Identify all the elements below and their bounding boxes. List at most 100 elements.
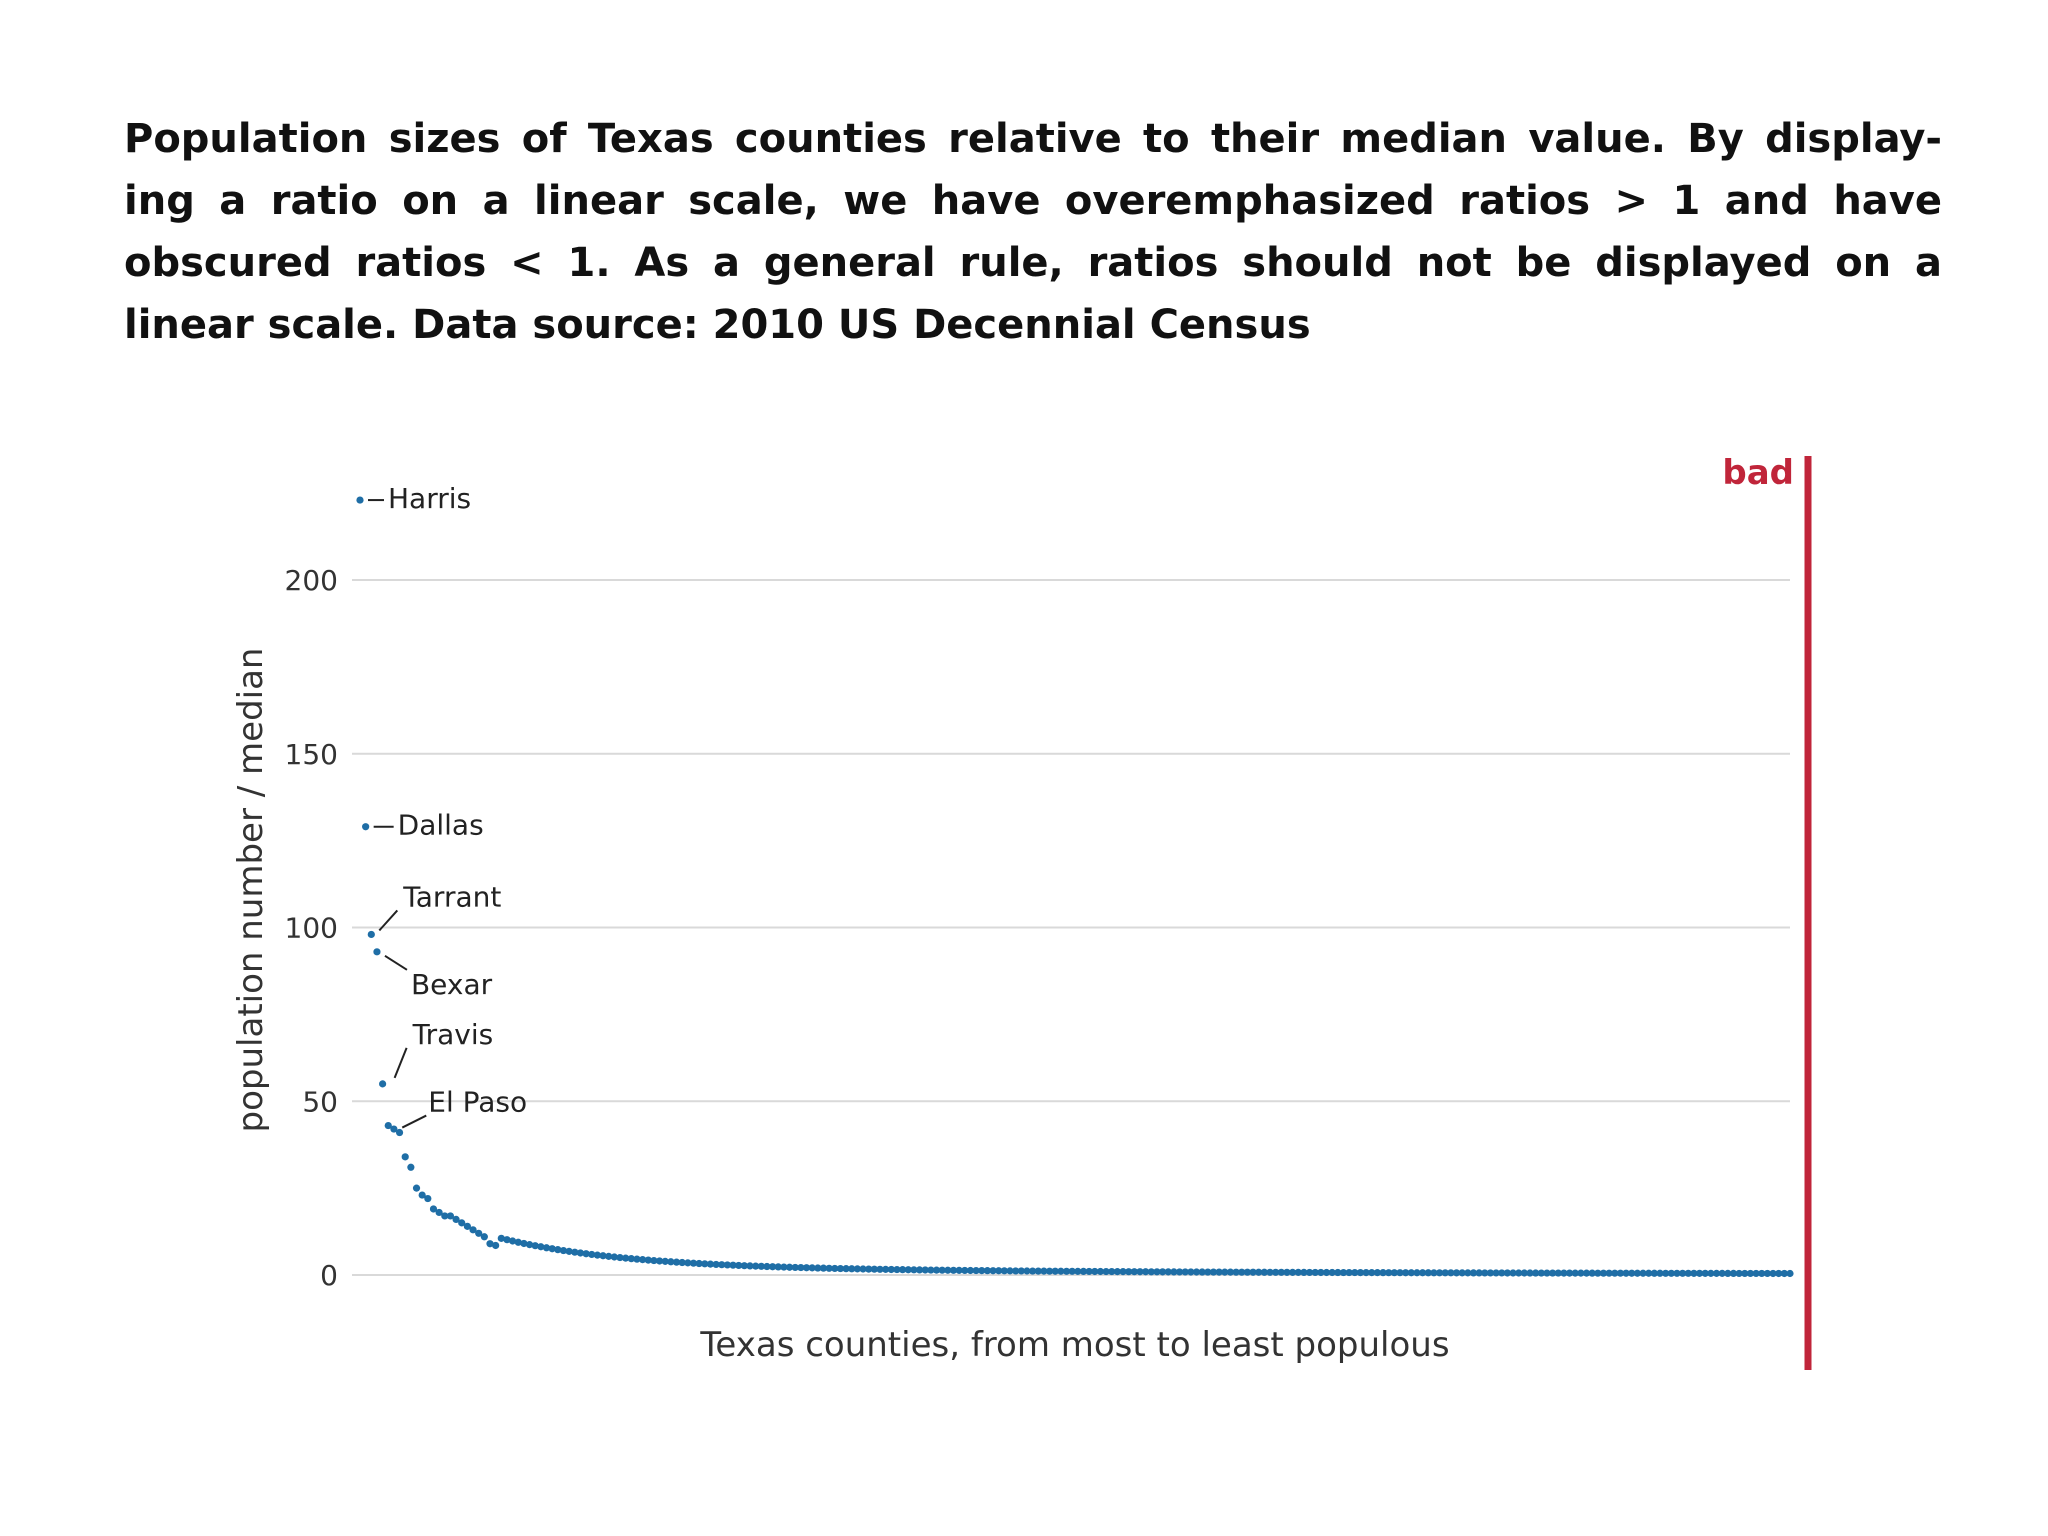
data-point: [1729, 1269, 1738, 1278]
data-point: [503, 1236, 511, 1244]
data-point: [542, 1244, 551, 1252]
data-point: [1492, 1269, 1500, 1277]
data-point: [1040, 1267, 1048, 1275]
data-point: [678, 1258, 686, 1267]
data-point: [1102, 1267, 1110, 1276]
data-point: [774, 1263, 782, 1271]
data-point: [1356, 1268, 1365, 1277]
data-point: [1475, 1269, 1483, 1277]
data-point: [1701, 1269, 1709, 1277]
data-point: [1317, 1268, 1325, 1277]
data-point: [1509, 1269, 1517, 1277]
data-point: [989, 1267, 997, 1275]
data-point: [859, 1265, 867, 1273]
data-point: [1515, 1269, 1523, 1277]
data-point: [831, 1264, 839, 1273]
data-point: [565, 1247, 573, 1255]
data-point: [1305, 1268, 1314, 1277]
data-point: [1164, 1268, 1172, 1276]
data-point: [842, 1265, 850, 1273]
data-point: [1226, 1268, 1235, 1276]
data-point: [1622, 1269, 1630, 1277]
data-point: [1300, 1268, 1308, 1277]
data-point: [1351, 1268, 1359, 1277]
data-point: [1554, 1269, 1562, 1277]
data-point: [1435, 1269, 1444, 1277]
data-point: [435, 1208, 443, 1217]
data-point: [1673, 1269, 1681, 1277]
data-point: [1741, 1269, 1749, 1278]
data-point: [1458, 1269, 1466, 1277]
data-point: [1769, 1269, 1777, 1278]
data-point: [893, 1265, 901, 1274]
data-point: [966, 1266, 975, 1275]
data-point: [1068, 1267, 1076, 1275]
data-point: [356, 496, 364, 504]
data-point: [1249, 1268, 1257, 1276]
data-point: [797, 1263, 805, 1272]
data-point: [395, 1128, 404, 1137]
data-point: [746, 1262, 754, 1270]
data-point: [1136, 1268, 1144, 1276]
data-point: [429, 1205, 438, 1213]
annotation-label-tarrant: Tarrant: [402, 880, 501, 913]
grid-lines: [352, 579, 1790, 1276]
data-point: [785, 1263, 794, 1271]
data-point: [554, 1246, 562, 1254]
data-point: [1503, 1269, 1511, 1277]
data-point: [610, 1253, 618, 1261]
data-point: [695, 1259, 703, 1268]
data-point: [1486, 1269, 1495, 1277]
data-point: [1379, 1269, 1387, 1277]
data-point: [1786, 1269, 1794, 1278]
annotation-leader: [384, 954, 408, 971]
data-point: [961, 1266, 969, 1275]
data-point: [684, 1259, 692, 1267]
data-point: [1012, 1267, 1020, 1275]
data-point: [1345, 1268, 1353, 1277]
data-point: [367, 930, 375, 939]
data-point: [1707, 1269, 1715, 1277]
data-point: [1526, 1269, 1534, 1277]
data-point: [814, 1264, 822, 1272]
data-point: [1780, 1269, 1788, 1278]
data-point: [497, 1234, 505, 1242]
data-point: [706, 1260, 715, 1268]
data-point: [1057, 1267, 1065, 1275]
y-tick-label: 100: [285, 912, 338, 945]
data-point: [972, 1266, 980, 1275]
data-point: [802, 1264, 811, 1272]
data-point: [955, 1266, 963, 1274]
data-point: [1029, 1267, 1037, 1275]
data-point: [915, 1266, 924, 1274]
annotation-label-el-paso: El Paso: [428, 1086, 527, 1119]
data-point: [1074, 1267, 1082, 1275]
data-point: [452, 1215, 460, 1223]
data-point: [1051, 1267, 1059, 1275]
data-point: [407, 1163, 415, 1171]
data-point: [390, 1125, 398, 1133]
data-point: [1385, 1269, 1393, 1277]
data-point: [757, 1262, 765, 1270]
data-point: [1079, 1267, 1088, 1276]
data-point: [1662, 1269, 1670, 1277]
data-point: [644, 1256, 652, 1264]
data-point: [1628, 1269, 1636, 1277]
data-point: [1679, 1269, 1687, 1277]
data-point: [633, 1255, 641, 1263]
data-point: [819, 1264, 828, 1272]
data-point: [1407, 1269, 1415, 1277]
data-point: [1594, 1269, 1602, 1277]
data-point: [379, 1080, 387, 1088]
data-point: [876, 1265, 884, 1273]
data-point: [362, 823, 370, 831]
figure-caption: Population sizes of Texas counties relat…: [124, 116, 1942, 348]
data-point: [1441, 1269, 1449, 1277]
data-point: [1560, 1269, 1568, 1277]
data-point: [1447, 1269, 1455, 1277]
data-point: [932, 1266, 941, 1274]
data-point: [1322, 1268, 1331, 1277]
data-point: [1396, 1269, 1404, 1277]
data-point: [1294, 1268, 1302, 1276]
data-point: [1402, 1269, 1410, 1277]
